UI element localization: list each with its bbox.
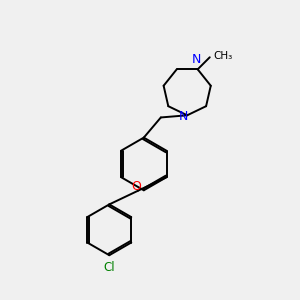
Text: N: N [178,110,188,123]
Text: N: N [191,53,201,66]
Text: CH₃: CH₃ [214,51,233,61]
Text: Cl: Cl [103,261,115,274]
Text: O: O [131,180,141,193]
